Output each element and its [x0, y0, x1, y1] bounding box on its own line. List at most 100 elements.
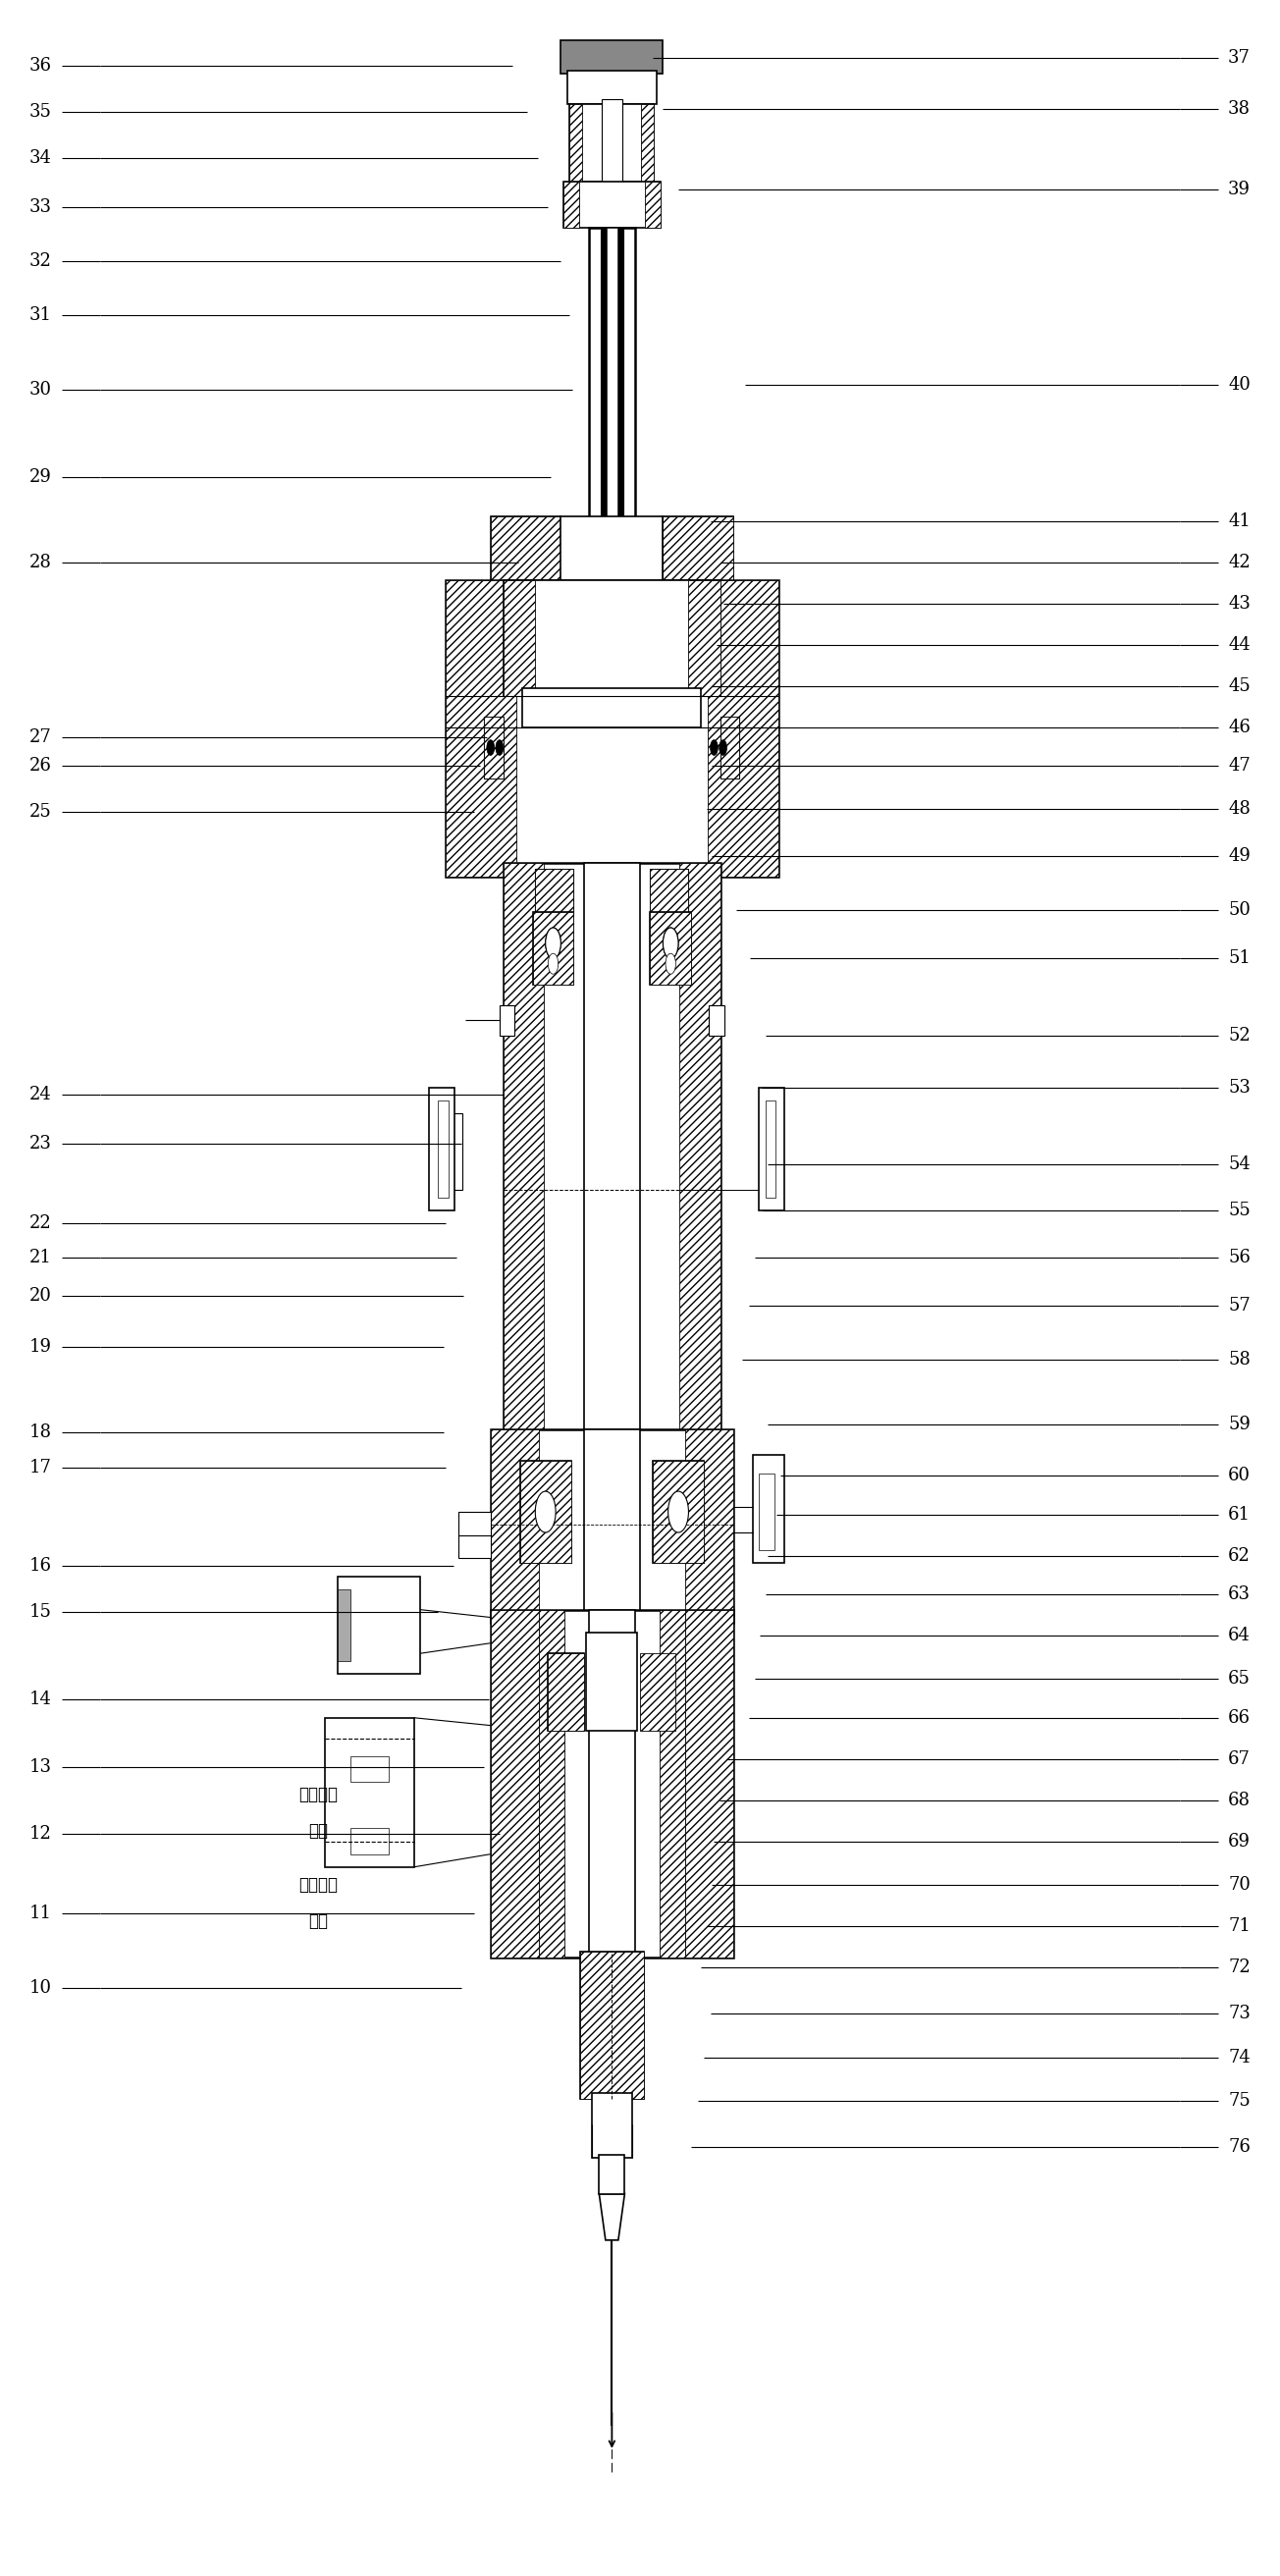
- Circle shape: [663, 927, 678, 958]
- Bar: [548, 1654, 584, 1731]
- Text: 18: 18: [29, 1425, 52, 1440]
- Text: 57: 57: [1229, 1298, 1251, 1314]
- Text: 34: 34: [29, 149, 52, 167]
- Bar: [535, 868, 573, 914]
- Text: 42: 42: [1229, 554, 1251, 572]
- Text: 15: 15: [29, 1602, 52, 1620]
- Bar: [438, 1100, 448, 1198]
- Text: 56: 56: [1228, 1249, 1251, 1265]
- Bar: [535, 868, 573, 914]
- Text: 38: 38: [1228, 100, 1251, 118]
- Bar: [641, 103, 654, 180]
- Text: 构件: 构件: [308, 1821, 328, 1839]
- Bar: [659, 1610, 685, 1958]
- Text: 71: 71: [1228, 1917, 1251, 1935]
- Bar: [522, 688, 701, 726]
- Bar: [650, 868, 689, 914]
- Text: 70: 70: [1228, 1875, 1251, 1893]
- Bar: [753, 1455, 785, 1564]
- Bar: [653, 1461, 704, 1564]
- Bar: [458, 1512, 490, 1558]
- Bar: [645, 180, 660, 227]
- Bar: [584, 1430, 640, 1623]
- Bar: [689, 580, 721, 696]
- Bar: [653, 1461, 704, 1564]
- Text: 67: 67: [1228, 1749, 1251, 1767]
- Text: 49: 49: [1228, 848, 1251, 866]
- Text: 30: 30: [29, 381, 52, 399]
- Text: 58: 58: [1228, 1352, 1251, 1368]
- Text: 50: 50: [1228, 902, 1251, 920]
- Text: 64: 64: [1228, 1625, 1251, 1643]
- Text: 61: 61: [1228, 1504, 1251, 1522]
- Bar: [445, 580, 516, 876]
- Text: 72: 72: [1229, 1958, 1251, 1976]
- Text: 25: 25: [29, 804, 51, 822]
- Bar: [484, 716, 503, 778]
- Bar: [445, 1113, 462, 1190]
- Text: 32: 32: [29, 252, 52, 270]
- Text: 60: 60: [1228, 1466, 1251, 1484]
- Bar: [503, 863, 721, 1443]
- Text: 16: 16: [29, 1556, 52, 1574]
- Bar: [563, 180, 660, 227]
- Bar: [586, 1633, 637, 1731]
- Text: 69: 69: [1228, 1832, 1251, 1850]
- Bar: [563, 180, 579, 227]
- Text: 55: 55: [1229, 1203, 1251, 1218]
- Polygon shape: [640, 1654, 676, 1731]
- Bar: [561, 41, 663, 72]
- Bar: [490, 1610, 733, 1958]
- Text: 53: 53: [1228, 1079, 1251, 1097]
- Text: 62: 62: [1228, 1546, 1251, 1564]
- Text: 12: 12: [29, 1824, 52, 1842]
- Text: 68: 68: [1228, 1790, 1251, 1808]
- Text: 35: 35: [29, 103, 52, 121]
- Text: 45: 45: [1229, 677, 1251, 696]
- Bar: [600, 227, 623, 644]
- Text: 41: 41: [1228, 513, 1251, 531]
- Bar: [338, 1577, 420, 1674]
- Text: 28: 28: [29, 554, 52, 572]
- Bar: [663, 515, 733, 721]
- Bar: [325, 1718, 413, 1868]
- Bar: [567, 72, 657, 103]
- Text: 36: 36: [29, 57, 52, 75]
- Text: 47: 47: [1229, 757, 1251, 775]
- Polygon shape: [548, 1654, 584, 1731]
- Text: 14: 14: [29, 1690, 52, 1708]
- Bar: [589, 1610, 635, 1958]
- Text: 74: 74: [1229, 2048, 1251, 2066]
- Text: 33: 33: [29, 198, 52, 216]
- Bar: [520, 1461, 571, 1564]
- Bar: [445, 580, 778, 876]
- Circle shape: [666, 953, 676, 974]
- Bar: [663, 515, 733, 721]
- Bar: [650, 912, 691, 984]
- Bar: [650, 868, 689, 914]
- Text: 13: 13: [29, 1757, 52, 1775]
- Bar: [584, 863, 640, 1443]
- Bar: [561, 515, 663, 721]
- Bar: [721, 716, 740, 778]
- Bar: [765, 1100, 776, 1198]
- Text: 29: 29: [29, 469, 52, 487]
- Bar: [680, 863, 721, 1443]
- Text: 51: 51: [1228, 951, 1251, 969]
- Bar: [709, 1005, 724, 1036]
- Bar: [349, 1757, 388, 1783]
- Circle shape: [668, 1492, 689, 1533]
- Text: 24: 24: [29, 1087, 51, 1105]
- Bar: [570, 103, 654, 180]
- Text: 22: 22: [29, 1216, 51, 1231]
- Bar: [650, 912, 691, 984]
- Text: 40: 40: [1228, 376, 1251, 394]
- Bar: [580, 1953, 644, 2099]
- Text: 59: 59: [1228, 1417, 1251, 1432]
- Bar: [429, 1087, 454, 1211]
- Text: 76: 76: [1228, 2138, 1251, 2156]
- Bar: [599, 2156, 625, 2195]
- Bar: [685, 1430, 733, 1623]
- Bar: [503, 580, 535, 696]
- Text: 46: 46: [1228, 719, 1251, 737]
